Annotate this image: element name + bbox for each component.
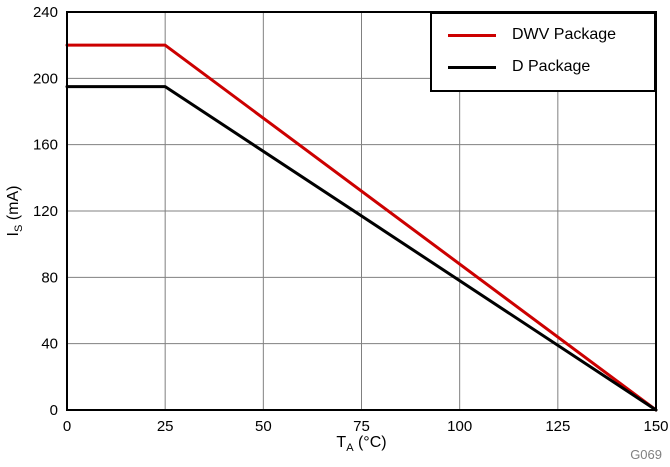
svg-text:120: 120: [33, 203, 58, 220]
svg-text:80: 80: [41, 269, 58, 286]
svg-text:0: 0: [50, 402, 58, 419]
legend-item-d-package: D Package: [432, 58, 654, 76]
y-axis-label: IS (mA): [5, 185, 26, 237]
y-axis-label-symbol: I: [5, 232, 22, 237]
svg-text:75: 75: [353, 418, 370, 435]
svg-text:240: 240: [33, 4, 58, 21]
svg-text:50: 50: [255, 418, 272, 435]
legend-label-dwv-package: DWV Package: [512, 26, 617, 43]
x-axis-label-symbol: T: [336, 434, 347, 451]
x-axis-label: TA (°C): [67, 434, 656, 455]
y-axis-label-subscript: S: [13, 224, 26, 232]
legend-line-sample-red: [448, 33, 496, 37]
figure-annotation: G069: [630, 447, 662, 462]
svg-text:150: 150: [643, 418, 668, 435]
svg-text:100: 100: [447, 418, 472, 435]
legend-line-sample-black: [448, 65, 496, 69]
x-axis-label-subscript: A: [346, 442, 354, 455]
x-axis-label-unit: (°C): [353, 434, 387, 451]
svg-text:160: 160: [33, 137, 58, 154]
legend-label-d-package: D Package: [512, 58, 591, 75]
legend-item-dwv-package: DWV Package: [432, 26, 654, 44]
y-axis-label-unit: (mA): [5, 185, 22, 225]
svg-text:0: 0: [63, 418, 71, 435]
svg-text:40: 40: [41, 336, 58, 353]
svg-text:25: 25: [157, 418, 174, 435]
svg-text:125: 125: [545, 418, 570, 435]
legend: DWV Package D Package: [430, 12, 656, 92]
svg-text:200: 200: [33, 70, 58, 87]
